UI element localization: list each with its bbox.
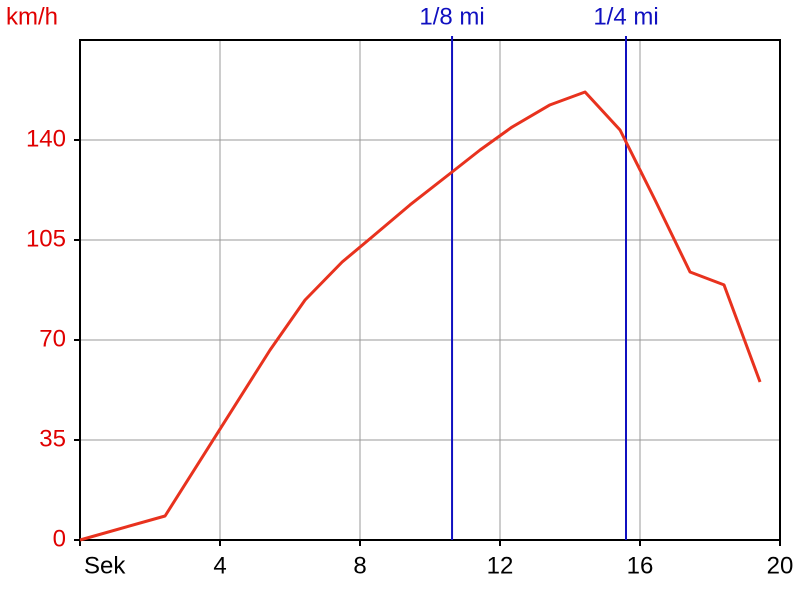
plot-frame — [79, 39, 781, 541]
x-tick-label: 12 — [487, 552, 514, 579]
speed-line — [79, 90, 762, 542]
distance-marker-label: 1/4 mi — [593, 3, 658, 30]
x-tick-label: 16 — [627, 552, 654, 579]
y-axis-label: km/h — [6, 3, 58, 30]
y-tick-label: 105 — [26, 225, 66, 252]
x-tick-label: Sek — [84, 552, 126, 579]
x-tick-label: 20 — [767, 552, 794, 579]
y-tick-label: 35 — [39, 425, 66, 452]
distance-marker-label: 1/8 mi — [419, 3, 484, 30]
y-tick-label: 70 — [39, 325, 66, 352]
x-tick-label: 8 — [353, 552, 366, 579]
y-tick-label: 0 — [53, 525, 66, 552]
x-tick-label: 4 — [213, 552, 226, 579]
y-tick-label: 140 — [26, 125, 66, 152]
